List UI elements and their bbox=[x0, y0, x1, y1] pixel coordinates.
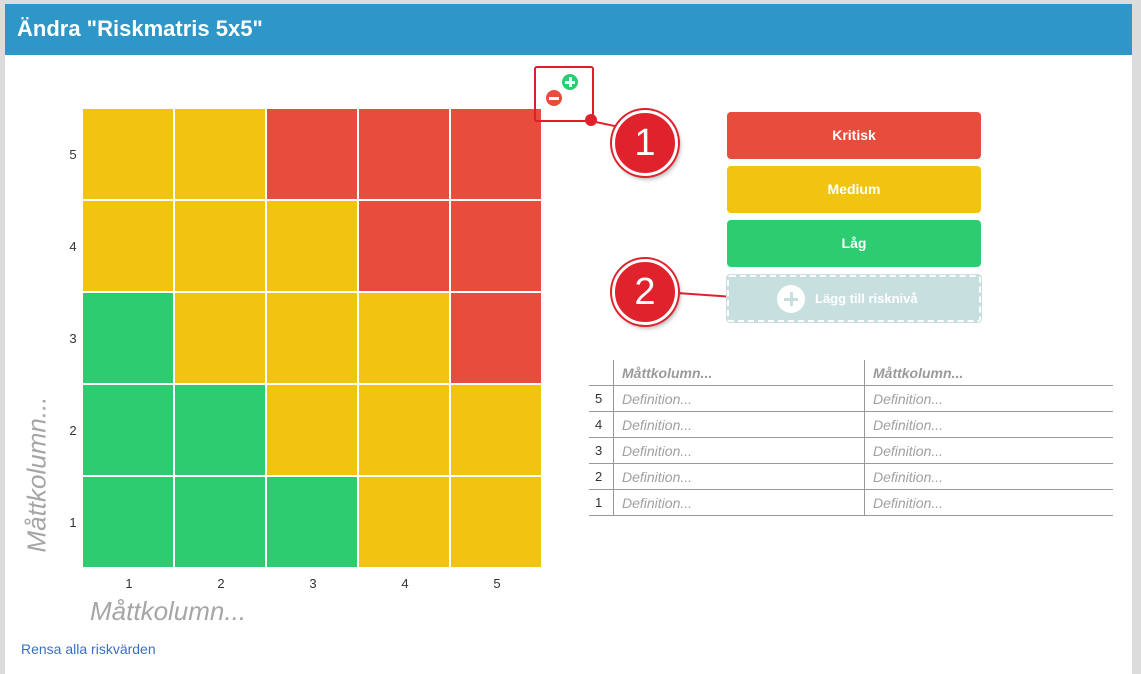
table-row: 5 Definition... Definition... bbox=[589, 385, 1113, 412]
matrix-cell[interactable] bbox=[83, 109, 173, 199]
clear-all-risk-values-link[interactable]: Rensa alla riskvärden bbox=[21, 641, 156, 657]
matrix-col-label: 2 bbox=[217, 576, 225, 591]
row-number: 3 bbox=[589, 437, 614, 464]
matrix-cell[interactable] bbox=[267, 477, 357, 567]
row-number: 5 bbox=[589, 385, 614, 412]
definition-field[interactable]: Definition... bbox=[613, 463, 865, 490]
matrix-cell[interactable] bbox=[359, 293, 449, 383]
matrix-cell[interactable] bbox=[175, 385, 265, 475]
matrix-cell[interactable] bbox=[359, 385, 449, 475]
risk-matrix-grid bbox=[83, 109, 545, 571]
table-corner bbox=[589, 360, 614, 386]
definition-field[interactable]: Definition... bbox=[864, 489, 1113, 516]
callout-1: 1 bbox=[612, 110, 678, 176]
y-axis-label[interactable]: Måttkolumn... bbox=[21, 396, 52, 553]
matrix-row-label: 2 bbox=[69, 423, 77, 438]
callout-1-anchor bbox=[585, 114, 597, 126]
row-number: 4 bbox=[589, 411, 614, 438]
matrix-cell[interactable] bbox=[83, 293, 173, 383]
table-row: 4 Definition... Definition... bbox=[589, 411, 1113, 438]
callout-2: 2 bbox=[612, 259, 678, 325]
definition-header-1[interactable]: Måttkolumn... bbox=[613, 360, 865, 386]
matrix-cell[interactable] bbox=[359, 477, 449, 567]
matrix-cell[interactable] bbox=[83, 385, 173, 475]
definition-field[interactable]: Definition... bbox=[864, 411, 1113, 438]
row-number: 2 bbox=[589, 463, 614, 490]
matrix-cell[interactable] bbox=[451, 293, 541, 383]
dialog-title: Ändra "Riskmatris 5x5" bbox=[17, 16, 263, 41]
matrix-cell[interactable] bbox=[359, 201, 449, 291]
matrix-col-label: 1 bbox=[125, 576, 133, 591]
risk-level-button[interactable]: Medium bbox=[727, 166, 981, 213]
matrix-row-label: 1 bbox=[69, 515, 77, 530]
matrix-cell[interactable] bbox=[451, 477, 541, 567]
matrix-row-label: 3 bbox=[69, 331, 77, 346]
table-row: 3 Definition... Definition... bbox=[589, 437, 1113, 464]
x-axis-label[interactable]: Måttkolumn... bbox=[90, 596, 247, 626]
risk-level-button[interactable]: Kritisk bbox=[727, 112, 981, 159]
matrix-cell[interactable] bbox=[175, 201, 265, 291]
matrix-cell[interactable] bbox=[451, 109, 541, 199]
dialog-header: Ändra "Riskmatris 5x5" bbox=[5, 4, 1132, 55]
matrix-cell[interactable] bbox=[175, 109, 265, 199]
definition-field[interactable]: Definition... bbox=[613, 385, 865, 412]
definition-field[interactable]: Definition... bbox=[864, 385, 1113, 412]
risk-level-button[interactable]: Låg bbox=[727, 220, 981, 267]
table-row: 1 Definition... Definition... bbox=[589, 489, 1113, 516]
matrix-row-label: 4 bbox=[69, 239, 77, 254]
matrix-col-label: 4 bbox=[401, 576, 409, 591]
matrix-cell[interactable] bbox=[267, 385, 357, 475]
matrix-cell[interactable] bbox=[175, 293, 265, 383]
row-number: 1 bbox=[589, 489, 614, 516]
matrix-col-label: 3 bbox=[309, 576, 317, 591]
matrix-col-label: 5 bbox=[493, 576, 501, 591]
add-risk-level-label: Lägg till risknivå bbox=[815, 291, 918, 306]
matrix-cell[interactable] bbox=[451, 385, 541, 475]
matrix-cell[interactable] bbox=[267, 201, 357, 291]
matrix-cell[interactable] bbox=[359, 109, 449, 199]
definition-field[interactable]: Definition... bbox=[613, 411, 865, 438]
definition-field[interactable]: Definition... bbox=[864, 437, 1113, 464]
definitions-table: Måttkolumn... Måttkolumn... 5 Definition.… bbox=[589, 360, 1113, 516]
matrix-cell[interactable] bbox=[83, 477, 173, 567]
matrix-size-controls bbox=[534, 66, 594, 122]
matrix-cell[interactable] bbox=[451, 201, 541, 291]
plus-circle-icon[interactable] bbox=[562, 74, 578, 90]
add-risk-level-button[interactable]: Lägg till risknivå bbox=[726, 274, 982, 323]
matrix-cell[interactable] bbox=[175, 477, 265, 567]
table-row: 2 Definition... Definition... bbox=[589, 463, 1113, 490]
definition-header-2[interactable]: Måttkolumn... bbox=[864, 360, 1113, 386]
matrix-cell[interactable] bbox=[83, 201, 173, 291]
definition-field[interactable]: Definition... bbox=[864, 463, 1113, 490]
matrix-cell[interactable] bbox=[267, 293, 357, 383]
minus-circle-icon[interactable] bbox=[546, 90, 562, 106]
matrix-cell[interactable] bbox=[267, 109, 357, 199]
definition-field[interactable]: Definition... bbox=[613, 489, 865, 516]
plus-circle-icon bbox=[777, 285, 805, 313]
matrix-row-label: 5 bbox=[69, 147, 77, 162]
definition-field[interactable]: Definition... bbox=[613, 437, 865, 464]
